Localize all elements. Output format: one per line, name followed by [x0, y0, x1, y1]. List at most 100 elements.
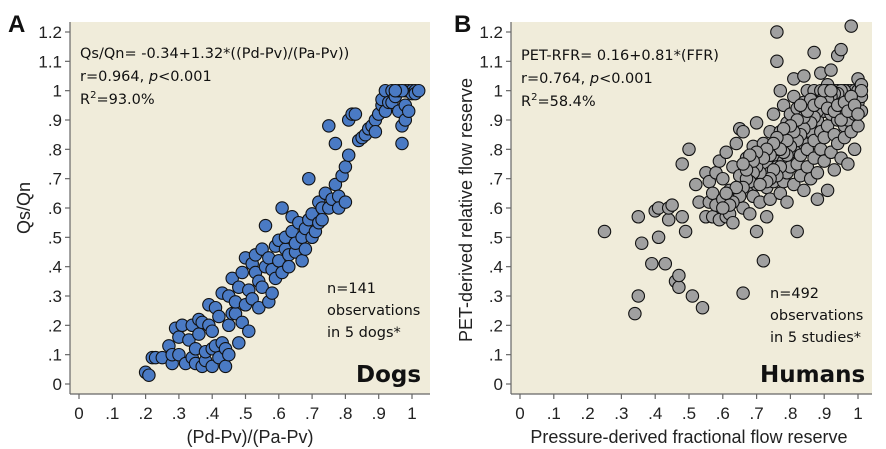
data-point [678, 224, 693, 239]
data-point [810, 192, 825, 206]
points-b [597, 19, 869, 321]
data-point [719, 145, 733, 160]
panel-letter-a: A [8, 11, 25, 38]
x-tick-label: 0 [74, 404, 83, 423]
data-point [265, 286, 279, 300]
x-tick-label: .4 [648, 404, 662, 423]
y-tick-label: .5 [489, 228, 503, 247]
y-tick-label: .3 [489, 287, 503, 306]
x-tick-label: .5 [238, 404, 252, 423]
data-point [205, 324, 219, 338]
data-point [192, 327, 206, 341]
y-tick-label: .1 [48, 346, 62, 365]
data-point [834, 42, 848, 57]
data-point [401, 104, 416, 118]
data-point [631, 210, 646, 224]
r2-value-a: =93.0% [96, 92, 154, 108]
y-tick-label: .9 [48, 111, 62, 130]
data-point [682, 142, 696, 157]
y-tick-label: 1.1 [38, 52, 62, 71]
data-point [212, 309, 226, 324]
data-point [255, 280, 269, 294]
data-point [753, 177, 767, 192]
data-point [797, 69, 811, 83]
x-tick-label: .1 [105, 404, 119, 423]
y-tick-label: .4 [48, 258, 62, 277]
data-point [736, 157, 750, 171]
y-tick-label: .9 [489, 111, 503, 130]
data-point [368, 124, 383, 139]
data-point [712, 154, 727, 168]
data-point [854, 83, 869, 98]
data-point [222, 347, 236, 362]
y-tick-label: .2 [48, 316, 62, 335]
x-tick-label: 1 [853, 404, 862, 423]
equation-a: Qs/Qn= -0.34+1.32*((Pd-Pv)/(Pa-Pv)) [80, 46, 349, 62]
data-point [348, 107, 363, 121]
y-tick-label: 1.1 [479, 52, 503, 71]
data-point [634, 236, 649, 250]
data-point [847, 142, 862, 157]
data-point [736, 286, 750, 300]
data-point [282, 259, 296, 274]
data-point [773, 83, 788, 98]
data-point [827, 163, 842, 177]
data-point [597, 224, 612, 239]
x-axis-title-b: Pressure-derived fractional flow reserve [530, 427, 847, 447]
x-tick-label: .1 [547, 404, 561, 423]
data-point [672, 268, 686, 283]
x-tick-label: .8 [338, 404, 352, 423]
data-point [841, 157, 855, 171]
species-label-dogs: Dogs [356, 362, 421, 388]
data-point [232, 336, 246, 350]
data-point [675, 210, 689, 224]
plot-area-b [511, 22, 872, 394]
data-point [302, 171, 316, 186]
data-point [328, 136, 343, 151]
data-point [222, 318, 236, 333]
data-point [790, 224, 804, 239]
data-point [685, 289, 700, 303]
data-point [726, 215, 740, 230]
x-tick-label: .8 [783, 404, 797, 423]
source-label-a: in 5 dogs* [327, 325, 401, 341]
panel-letter-b: B [454, 11, 471, 38]
observations-label-a: observations [327, 303, 420, 319]
data-point [820, 183, 835, 198]
correlation-a: r=0.964, p<0.001 [80, 69, 212, 85]
data-point [298, 242, 313, 256]
y-axis-title-b: PET-derived relative flow reserve [456, 78, 476, 342]
data-point [235, 265, 249, 280]
data-point [807, 45, 821, 60]
observations-label-b: observations [770, 308, 863, 324]
data-point [661, 212, 676, 227]
p-value-a: <0.001 [158, 69, 212, 85]
x-tick-label: .9 [372, 404, 386, 423]
p-value-b: <0.001 [599, 71, 653, 87]
y-tick-label: .4 [489, 258, 503, 277]
points-a [138, 83, 426, 382]
source-label-b: in 5 studies* [770, 330, 861, 346]
data-point [756, 254, 771, 268]
r2-sup-b: 2 [531, 92, 537, 103]
data-point [315, 212, 329, 227]
y-tick-label: 1.2 [479, 23, 503, 42]
data-point [749, 116, 764, 130]
data-point [341, 148, 356, 162]
y-tick-label: .5 [48, 228, 62, 247]
data-point [776, 98, 791, 113]
data-point [743, 207, 757, 221]
data-point [817, 154, 831, 168]
data-point [834, 113, 848, 127]
y-tick-label: 1.2 [38, 23, 62, 42]
data-point [719, 186, 733, 201]
panel-b: B 0 .1 .2 .3 .4 .5 .6 .7 .8 .9 1 1.1 1.2 0 .1 .2 .3 .4 .5… [454, 11, 872, 447]
data-point [851, 107, 865, 121]
data-point [275, 201, 289, 215]
x-tick-label: .6 [716, 404, 730, 423]
x-ticks-a: 0 .1 .2 .3 .4 .5 .6 .7 .8 .9 1 [74, 394, 417, 423]
n-count-b: n=492 [770, 286, 819, 302]
data-point [736, 124, 750, 139]
data-point [651, 230, 666, 245]
x-tick-label: .2 [139, 404, 153, 423]
